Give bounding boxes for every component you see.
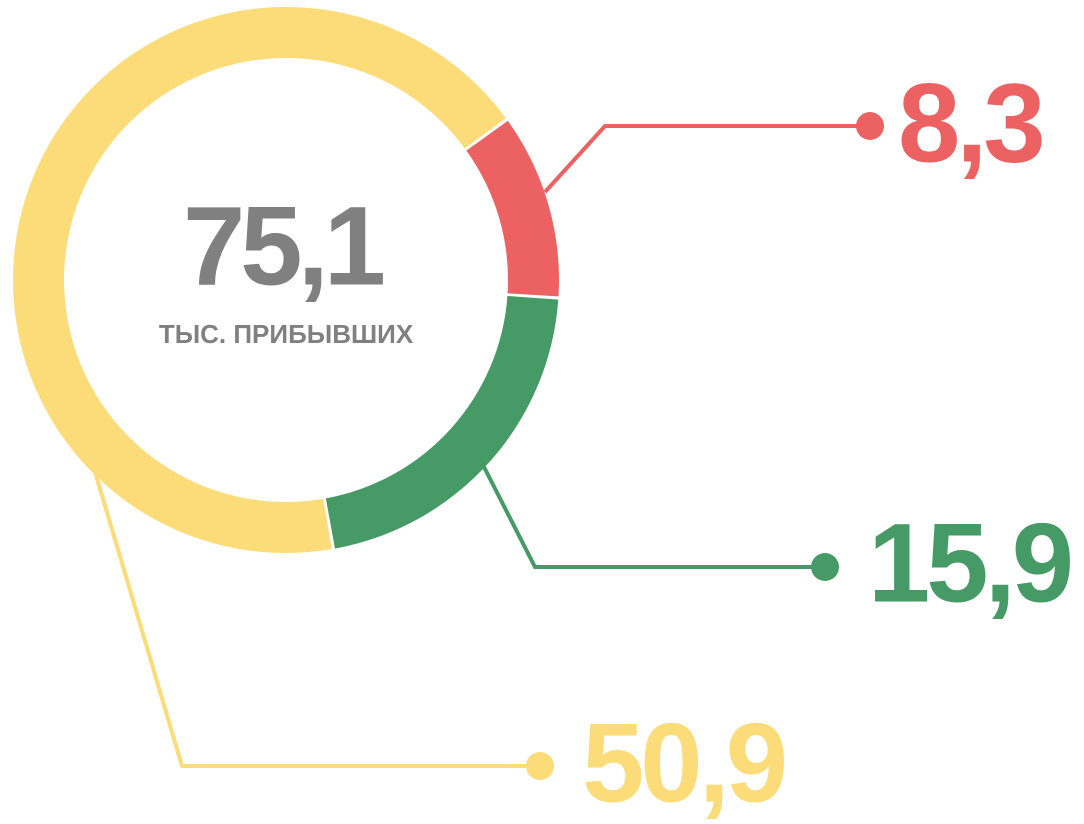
leader-line — [91, 464, 540, 768]
value-label: 8,3 — [898, 61, 1042, 186]
donut-segment — [325, 295, 559, 549]
leader-dot — [526, 752, 554, 780]
value-label: 15,9 — [868, 501, 1071, 626]
leader-line — [543, 124, 870, 194]
leader-line — [481, 464, 825, 569]
center-value: 75,1 — [183, 184, 384, 309]
center-caption: ТЫС. ПРИБЫВШИХ — [159, 319, 414, 349]
leader-dot — [856, 112, 884, 140]
value-label: 50,9 — [582, 701, 785, 824]
donut-segment — [466, 120, 559, 297]
leader-dot — [811, 553, 839, 581]
